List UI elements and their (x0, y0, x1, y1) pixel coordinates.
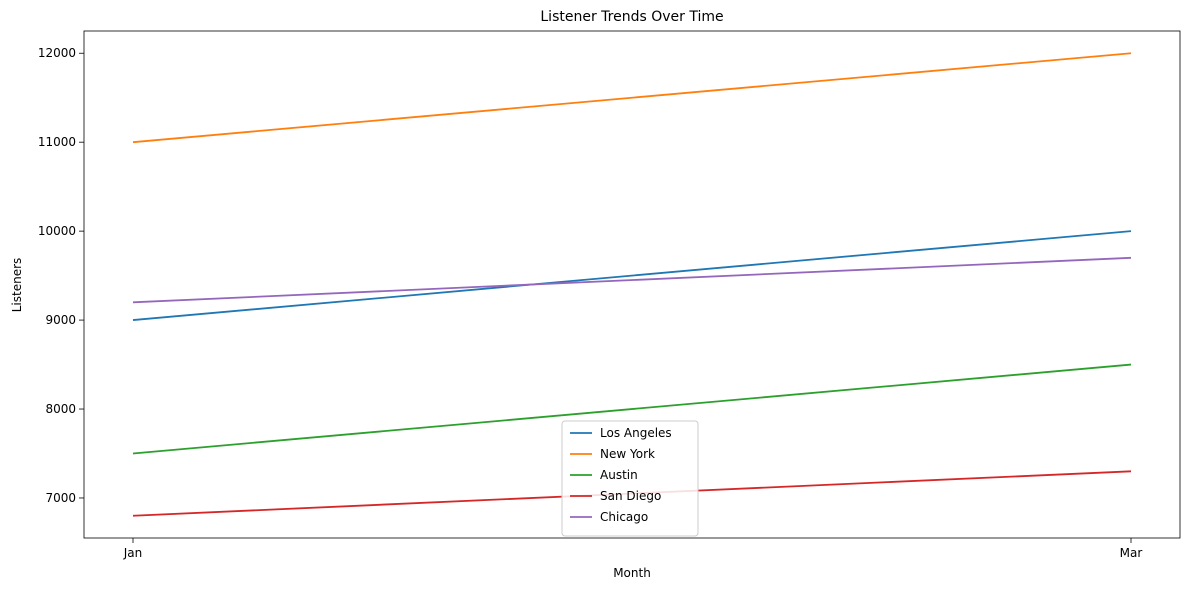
legend-label: Austin (600, 468, 638, 482)
chart-title: Listener Trends Over Time (540, 9, 723, 25)
series-line-chicago (132, 256, 1132, 304)
series-line-los-angeles (132, 230, 1132, 321)
x-axis-ticks: Jan Mar (123, 538, 1143, 560)
y-tick-label: 11000 (38, 135, 76, 149)
y-tick-label: 12000 (38, 46, 76, 60)
legend-label: Los Angeles (600, 426, 672, 440)
x-tick-label: Mar (1120, 546, 1143, 560)
y-tick-label: 8000 (45, 402, 76, 416)
y-tick-label: 10000 (38, 224, 76, 238)
legend-label: New York (600, 447, 655, 461)
legend-box (561, 420, 699, 537)
x-axis-label: Month (613, 566, 651, 580)
y-tick-label: 7000 (45, 491, 76, 505)
y-axis-label: Listeners (10, 258, 24, 313)
legend-label: San Diego (600, 489, 661, 503)
legend: Los Angeles New York Austin San Diego Chicag… (561, 420, 699, 537)
y-tick-label: 9000 (45, 313, 76, 327)
series-line-new-york (132, 52, 1132, 144)
x-tick-label: Jan (123, 546, 143, 560)
legend-label: Chicago (600, 510, 648, 524)
plot-border (83, 30, 1181, 539)
series-line-austin (132, 363, 1132, 455)
y-axis-ticks: 7000 8000 9000 10000 11000 12000 (38, 46, 84, 505)
plot-area (83, 30, 1181, 539)
